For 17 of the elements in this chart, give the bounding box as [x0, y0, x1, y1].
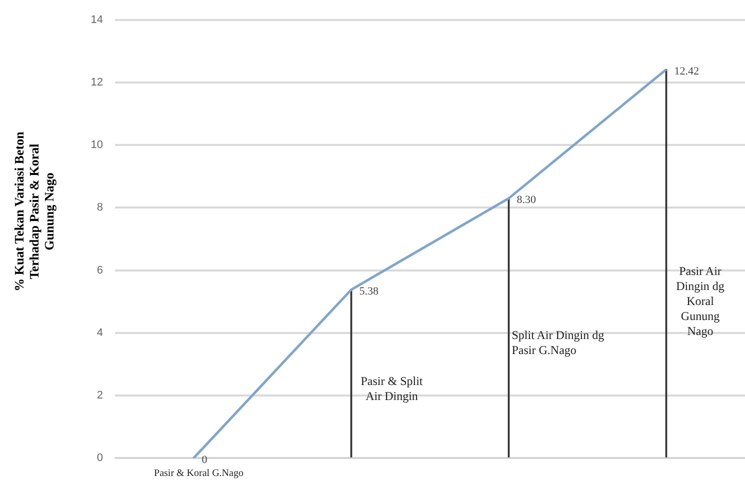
data-label: 5.38 — [359, 286, 379, 298]
data-label: 0 — [202, 454, 208, 466]
data-label: 8.30 — [516, 194, 536, 206]
y-tick-label: 10 — [90, 139, 103, 152]
y-tick-label: 14 — [90, 14, 103, 26]
y-tick-label: 12 — [90, 76, 103, 89]
y-tick-label: 8 — [96, 202, 103, 214]
y-tick-label: 2 — [96, 389, 103, 402]
y-tick-label: 6 — [96, 264, 103, 276]
data-label: 12.42 — [674, 65, 699, 78]
x-tick-label: Pasir & Split Air Dingin — [360, 374, 424, 404]
x-tick-label: Split Air Dingin dg Pasir G.Nago — [512, 328, 606, 358]
y-axis-title: % Kuat Tekan Variasi Beton Terhadap Pasir & Koral Gunung Nago — [12, 130, 56, 294]
y-tick-label: 4 — [96, 326, 103, 339]
y-tick-label: 0 — [96, 452, 103, 464]
x-tick-label: Pasir & Koral G.Nago — [153, 467, 244, 481]
x-tick-label: Pasir Air Dingin dg Koral Gunung Nago — [675, 264, 726, 339]
